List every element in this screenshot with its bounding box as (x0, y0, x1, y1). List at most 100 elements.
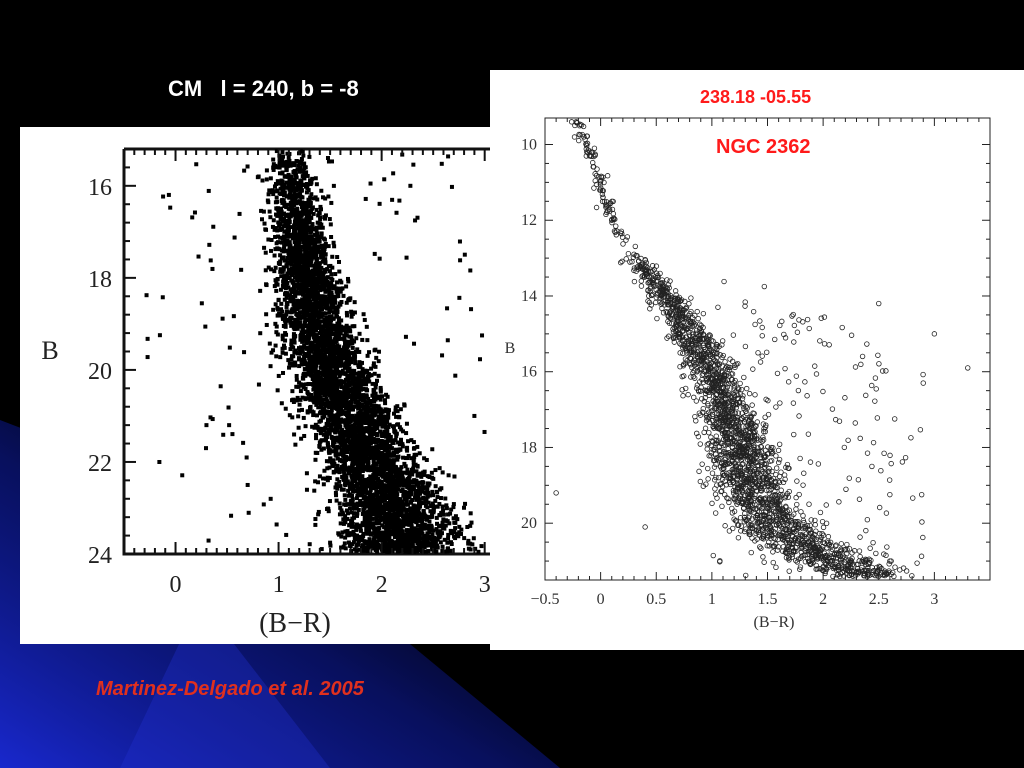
left-data-point (378, 429, 383, 434)
left-data-point (412, 452, 417, 457)
left-data-point (318, 299, 323, 304)
left-data-point (401, 455, 406, 460)
left-data-point (367, 528, 372, 533)
left-data-point (358, 458, 363, 463)
left-data-point (337, 501, 342, 506)
left-data-point (285, 291, 290, 296)
left-data-point (411, 532, 416, 537)
left-data-point (294, 303, 299, 308)
left-data-point (286, 250, 291, 255)
left-data-point (289, 278, 294, 283)
left-data-point (376, 484, 381, 489)
left-data-point (354, 513, 359, 518)
left-data-point (290, 415, 295, 420)
left-data-point (287, 413, 292, 418)
left-data-point (323, 311, 328, 316)
left-data-point (370, 393, 375, 398)
left-data-point (327, 459, 332, 464)
left-data-point (354, 416, 359, 421)
left-data-point (356, 433, 361, 438)
left-data-point (342, 493, 347, 498)
left-data-point (293, 173, 298, 178)
left-data-point (453, 526, 458, 531)
left-data-point (314, 387, 319, 392)
left-data-point (291, 179, 296, 184)
left-data-point (394, 433, 399, 438)
left-data-point (272, 269, 277, 274)
left-data-point (366, 514, 371, 519)
left-data-point (272, 184, 277, 189)
left-data-point (293, 229, 298, 234)
left-data-point (334, 289, 339, 294)
left-data-point (389, 518, 394, 523)
left-data-point (320, 259, 325, 264)
left-data-point (395, 533, 400, 538)
left-data-point (455, 517, 460, 522)
left-data-point (314, 324, 319, 329)
left-data-point (292, 275, 297, 280)
left-data-point (343, 497, 348, 502)
left-data-point (395, 518, 400, 523)
left-data-point (325, 506, 330, 511)
left-data-point (266, 237, 271, 242)
left-data-point (325, 326, 330, 331)
left-data-point (368, 451, 373, 456)
left-data-point (326, 509, 331, 514)
left-data-point (356, 436, 361, 441)
left-data-point (400, 429, 405, 434)
left-data-point (417, 451, 422, 456)
left-data-point (267, 341, 272, 346)
left-data-point (333, 286, 338, 291)
left-data-point (292, 252, 297, 257)
left-data-point (280, 227, 285, 232)
left-data-point (422, 469, 427, 474)
left-data-point (364, 376, 369, 381)
left-data-point (275, 179, 280, 184)
left-data-point (374, 485, 379, 490)
left-data-point (325, 466, 330, 471)
left-data-point (339, 371, 344, 376)
left-data-point (405, 502, 410, 507)
left-data-point (433, 498, 438, 503)
left-data-point (302, 176, 307, 181)
left-data-point (281, 267, 286, 272)
left-data-point (308, 301, 313, 306)
left-data-point (430, 547, 435, 552)
left-data-point (390, 440, 395, 445)
left-data-point (313, 195, 318, 200)
left-data-point (327, 314, 332, 319)
left-data-point (323, 297, 328, 302)
left-data-point (316, 509, 321, 514)
left-data-point (279, 206, 284, 211)
left-data-point (446, 512, 451, 517)
left-data-point (409, 438, 414, 443)
left-data-point (301, 376, 306, 381)
left-data-point (298, 266, 303, 271)
left-data-point (287, 216, 292, 221)
left-data-point (304, 190, 309, 195)
left-data-point (338, 331, 343, 336)
left-data-point (375, 432, 380, 437)
left-data-point (427, 475, 432, 480)
left-data-point (287, 161, 292, 166)
left-data-point (304, 253, 309, 258)
left-data-point (412, 513, 417, 518)
left-data-point (328, 423, 333, 428)
left-data-point (289, 357, 294, 362)
left-data-point (370, 516, 375, 521)
left-data-point (377, 406, 382, 411)
left-data-point (315, 256, 320, 261)
left-data-point (275, 282, 280, 287)
left-data-point (340, 363, 345, 368)
left-data-point (367, 494, 372, 499)
left-data-point (379, 460, 384, 465)
left-data-point (345, 406, 350, 411)
left-data-point (391, 411, 396, 416)
left-data-point (288, 310, 293, 315)
left-data-point (329, 281, 334, 286)
left-data-point (370, 430, 375, 435)
left-data-point (323, 356, 328, 361)
left-data-point (362, 411, 367, 416)
left-data-point (289, 266, 294, 271)
left-data-point (319, 265, 324, 270)
